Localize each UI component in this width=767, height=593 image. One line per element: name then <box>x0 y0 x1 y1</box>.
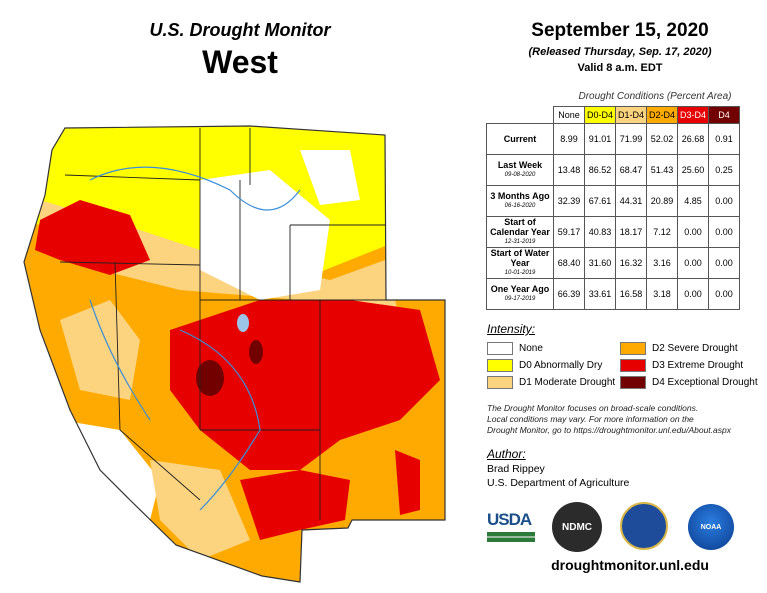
table-caption: Drought Conditions (Percent Area) <box>578 91 732 102</box>
table-cell: 40.83 <box>584 216 616 248</box>
author-name: Brad Rippey <box>487 463 545 475</box>
table-cell: 67.61 <box>584 185 616 217</box>
map-date: September 15, 2020 <box>531 20 709 41</box>
table-cell: 0.00 <box>708 247 740 279</box>
legend-item: D0 Abnormally Dry <box>487 359 602 372</box>
legend-title: Intensity: <box>487 322 536 336</box>
legend-item: D4 Exceptional Drought <box>620 376 758 389</box>
table-row: 3 Months Ago 06-16-2020 32.39 67.61 44.31 20.… <box>486 185 740 217</box>
table-cell: 25.60 <box>677 154 709 186</box>
col-header: D2-D4 <box>646 106 678 124</box>
row-label: 3 Months Ago 06-16-2020 <box>486 185 554 217</box>
table-cell: 0.00 <box>708 185 740 217</box>
noaa-logo: NOAA <box>688 504 734 550</box>
table-cell: 68.47 <box>615 154 647 186</box>
valid-time: Valid 8 a.m. EDT <box>577 62 663 74</box>
legend-item: D2 Severe Drought <box>620 342 738 355</box>
table-row: Current 8.99 91.01 71.99 52.02 26.68 0.91 <box>486 123 740 155</box>
table-cell: 20.89 <box>646 185 678 217</box>
table-cell: 91.01 <box>584 123 616 155</box>
table-cell: 0.00 <box>708 216 740 248</box>
legend-swatch <box>620 376 646 389</box>
note-line: Local conditions may vary. For more info… <box>487 414 694 424</box>
table-cell: 0.00 <box>708 278 740 310</box>
col-header: D1-D4 <box>615 106 647 124</box>
table-cell: 18.17 <box>615 216 647 248</box>
author-org: U.S. Department of Agriculture <box>487 477 630 489</box>
title: U.S. Drought Monitor <box>149 20 331 40</box>
table-row: Last Week 09-08-2020 13.48 86.52 68.47 51.43 2… <box>486 154 740 186</box>
table-cell: 16.32 <box>615 247 647 279</box>
col-header: D0-D4 <box>584 106 616 124</box>
legend-swatch <box>620 342 646 355</box>
legend-item: D1 Moderate Drought <box>487 376 615 389</box>
table-cell: 0.25 <box>708 154 740 186</box>
legend-swatch <box>620 359 646 372</box>
table-row: Start of Water Year 10-01-2019 68.40 31.60 1… <box>486 247 740 279</box>
table-cell: 31.60 <box>584 247 616 279</box>
col-header: D3-D4 <box>677 106 709 124</box>
drought-map <box>23 125 446 583</box>
table-row: Start of Calendar Year 12-31-2019 59.17 40.… <box>486 216 740 248</box>
row-date: 06-16-2020 <box>504 203 536 209</box>
table-cell: 8.99 <box>553 123 585 155</box>
col-header: D4 <box>708 106 740 124</box>
row-date: 10-01-2019 <box>504 270 536 276</box>
table-cell: 32.39 <box>553 185 585 217</box>
website-link[interactable]: droughtmonitor.unl.edu <box>551 557 709 573</box>
doc-seal-logo <box>620 502 668 550</box>
row-label: Start of Water Year 10-01-2019 <box>486 247 554 279</box>
table-cell: 66.39 <box>553 278 585 310</box>
note-line: The Drought Monitor focuses on broad-sca… <box>487 403 699 413</box>
table-cell: 52.02 <box>646 123 678 155</box>
legend-swatch <box>487 376 513 389</box>
table-cell: 3.16 <box>646 247 678 279</box>
region-title: West <box>202 44 278 80</box>
drought-conditions-table: None D0-D4 D1-D4 D2-D4 D3-D4 D4 Current 8.99 91… <box>486 106 740 310</box>
table-row: One Year Ago 09-17-2019 66.39 33.61 16.58 3.1… <box>486 278 740 310</box>
row-date: 12-31-2019 <box>504 239 536 245</box>
table-cell: 33.61 <box>584 278 616 310</box>
row-label: Last Week 09-08-2020 <box>486 154 554 186</box>
col-header: None <box>553 106 585 124</box>
table-cell: 26.68 <box>677 123 709 155</box>
table-cell: 0.91 <box>708 123 740 155</box>
disclaimer: The Drought Monitor focuses on broad-sca… <box>487 403 731 436</box>
legend-swatch <box>487 359 513 372</box>
table-cell: 3.18 <box>646 278 678 310</box>
table-cell: 86.52 <box>584 154 616 186</box>
table-cell: 4.85 <box>677 185 709 217</box>
legend-item: None <box>487 342 543 355</box>
release-date: (Released Thursday, Sep. 17, 2020) <box>528 46 712 58</box>
row-date: 09-17-2019 <box>504 296 536 302</box>
table-cell: 59.17 <box>553 216 585 248</box>
table-cell: 0.00 <box>677 278 709 310</box>
table-cell: 0.00 <box>677 216 709 248</box>
table-cell: 7.12 <box>646 216 678 248</box>
usda-logo: USDA <box>487 510 535 542</box>
row-label: Current <box>486 123 554 155</box>
ndmc-logo: NDMC <box>552 502 602 552</box>
legend-item: D3 Extreme Drought <box>620 359 743 372</box>
row-date: 09-08-2020 <box>504 172 536 178</box>
row-label: One Year Ago 09-17-2019 <box>486 278 554 310</box>
legend-swatch <box>487 342 513 355</box>
author-title: Author: <box>487 447 526 461</box>
table-cell: 0.00 <box>677 247 709 279</box>
table-cell: 13.48 <box>553 154 585 186</box>
table-cell: 51.43 <box>646 154 678 186</box>
note-line: Drought Monitor, go to https://droughtmo… <box>487 425 731 435</box>
table-cell: 71.99 <box>615 123 647 155</box>
table-cell: 68.40 <box>553 247 585 279</box>
row-label: Start of Calendar Year 12-31-2019 <box>486 216 554 248</box>
table-cell: 16.58 <box>615 278 647 310</box>
table-cell: 44.31 <box>615 185 647 217</box>
